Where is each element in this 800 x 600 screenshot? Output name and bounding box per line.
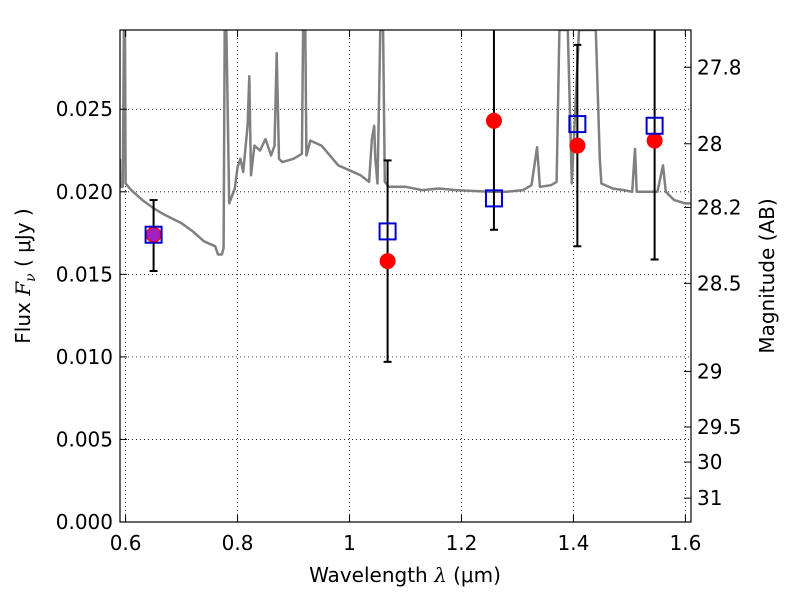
grid — [120, 30, 691, 523]
overlap-point — [147, 228, 161, 242]
y-tick-label: 0.020 — [56, 180, 113, 204]
y-ticks: 0.000 0.005 0.010 0.015 0.020 0.025 — [56, 97, 127, 534]
x-tick-label: 1.4 — [558, 531, 590, 555]
model-band-point — [144, 225, 163, 244]
y2-axis-title: Magnitude (AB) — [755, 198, 779, 353]
model-band-point — [484, 189, 503, 208]
y2-tick-label: 29.5 — [697, 415, 742, 439]
plot-frame — [119, 29, 692, 523]
overlap-points — [147, 228, 161, 242]
y2-ticks: 27.8 28 28.2 28.5 29 29.5 30 31 — [684, 55, 742, 510]
observed-point — [379, 253, 396, 270]
model-band-point — [645, 116, 664, 135]
y2-tick-label: 28.5 — [697, 271, 742, 295]
x-tick-label: 1.2 — [446, 531, 478, 555]
y-tick-label: 0.010 — [56, 345, 113, 369]
y2-tick-label: 29 — [697, 359, 722, 383]
model-band-points — [144, 115, 664, 244]
error-bars — [149, 30, 659, 363]
y2-tick-label: 28 — [697, 132, 722, 156]
observed-point — [485, 112, 502, 129]
model-spectrum — [120, 30, 691, 256]
y-tick-label: 0.000 — [56, 510, 113, 534]
x-axis-title: Wavelength λ (μm) — [309, 563, 501, 587]
model-spectrum-line — [120, 30, 691, 256]
model-band-point — [378, 222, 397, 241]
model-band-point — [568, 115, 587, 134]
x-ticks: 0.6 0.8 1 1.2 1.4 1.6 — [110, 30, 701, 555]
x-tick-label: 1 — [343, 531, 356, 555]
y2-tick-label: 28.2 — [697, 195, 742, 219]
y-tick-label: 0.025 — [56, 97, 113, 121]
y2-tick-label: 30 — [697, 450, 722, 474]
observed-point — [646, 132, 663, 149]
observed-point — [569, 137, 586, 154]
y-tick-label: 0.015 — [56, 262, 113, 286]
y2-tick-label: 27.8 — [697, 55, 742, 79]
y2-tick-label: 31 — [697, 486, 722, 510]
y-tick-label: 0.005 — [56, 427, 113, 451]
y-axis-title: Flux Fν ( μJy ) — [11, 208, 39, 343]
x-tick-label: 1.6 — [669, 531, 701, 555]
x-tick-label: 0.8 — [222, 531, 254, 555]
x-tick-label: 0.6 — [110, 531, 142, 555]
